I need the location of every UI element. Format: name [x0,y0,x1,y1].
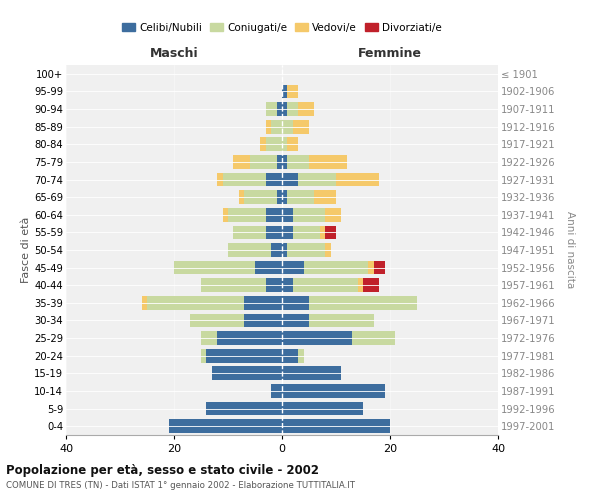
Bar [228,243,271,257]
Bar [287,138,298,151]
Bar [282,190,287,204]
Bar [255,260,282,274]
Bar [314,190,336,204]
Bar [282,138,287,151]
Bar [282,120,293,134]
Bar [233,155,250,169]
Bar [228,208,266,222]
Bar [233,226,266,239]
Bar [271,384,282,398]
Bar [298,349,304,362]
Bar [282,243,287,257]
Bar [358,278,363,292]
Bar [206,402,282,415]
Bar [325,226,336,239]
Bar [277,102,282,116]
Text: Popolazione per età, sesso e stato civile - 2002: Popolazione per età, sesso e stato civil… [6,464,319,477]
Bar [352,331,395,345]
Bar [201,278,266,292]
Bar [223,172,266,186]
Text: Maschi: Maschi [149,46,199,60]
Bar [250,155,277,169]
Bar [282,296,309,310]
Bar [282,314,309,328]
Bar [293,226,320,239]
Bar [368,260,374,274]
Bar [298,102,314,116]
Bar [287,84,298,98]
Bar [336,172,379,186]
Bar [325,243,331,257]
Bar [212,366,282,380]
Bar [282,208,293,222]
Bar [217,331,282,345]
Bar [266,138,282,151]
Bar [287,190,314,204]
Bar [266,102,277,116]
Bar [277,155,282,169]
Bar [298,172,336,186]
Bar [282,366,341,380]
Bar [293,278,358,292]
Bar [282,331,352,345]
Legend: Celibi/Nubili, Coniugati/e, Vedovi/e, Divorziati/e: Celibi/Nubili, Coniugati/e, Vedovi/e, Di… [118,18,446,36]
Bar [293,208,325,222]
Bar [282,226,293,239]
Bar [223,208,228,222]
Bar [190,314,244,328]
Bar [271,243,282,257]
Bar [320,226,325,239]
Bar [201,349,206,362]
Bar [282,349,298,362]
Bar [325,208,341,222]
Bar [293,120,309,134]
Bar [282,172,298,186]
Bar [244,190,277,204]
Bar [142,296,147,310]
Bar [363,278,379,292]
Bar [260,138,266,151]
Bar [271,120,282,134]
Bar [282,155,287,169]
Bar [266,208,282,222]
Bar [147,296,244,310]
Y-axis label: Fasce di età: Fasce di età [22,217,31,283]
Bar [287,243,325,257]
Bar [309,296,417,310]
Bar [206,349,282,362]
Text: Femmine: Femmine [358,46,422,60]
Bar [217,172,223,186]
Bar [282,278,293,292]
Bar [374,260,385,274]
Bar [266,172,282,186]
Bar [239,190,244,204]
Bar [287,155,309,169]
Text: COMUNE DI TRES (TN) - Dati ISTAT 1° gennaio 2002 - Elaborazione TUTTITALIA.IT: COMUNE DI TRES (TN) - Dati ISTAT 1° genn… [6,481,355,490]
Bar [309,155,347,169]
Bar [266,226,282,239]
Bar [282,402,363,415]
Bar [282,420,390,433]
Bar [309,314,374,328]
Bar [282,84,287,98]
Bar [244,314,282,328]
Bar [244,296,282,310]
Bar [287,102,298,116]
Bar [266,120,271,134]
Bar [169,420,282,433]
Y-axis label: Anni di nascita: Anni di nascita [565,212,575,288]
Bar [304,260,368,274]
Bar [282,102,287,116]
Bar [282,384,385,398]
Bar [277,190,282,204]
Bar [282,260,304,274]
Bar [266,278,282,292]
Bar [174,260,255,274]
Bar [201,331,217,345]
